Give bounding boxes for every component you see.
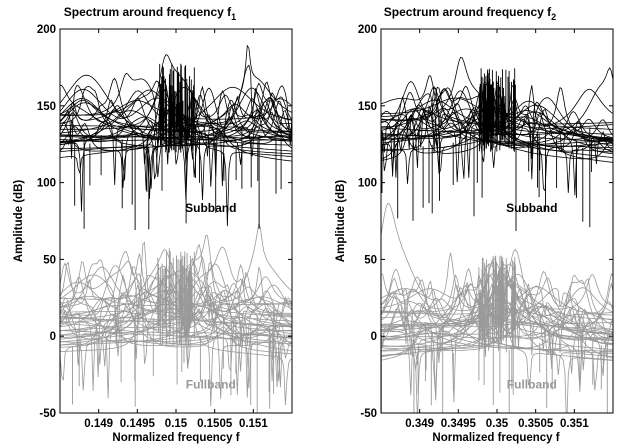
spike-cluster-fullband (381, 255, 608, 413)
y-tick-label: 150 (358, 101, 377, 113)
annotation-subband: Subband (506, 201, 557, 215)
series-line-fullband (381, 260, 613, 321)
y-tick-label: -50 (39, 408, 56, 420)
series-line-fullband (381, 291, 613, 398)
chart-title: Spectrum around frequency f1 (64, 5, 236, 22)
series-line-fullband (381, 258, 613, 335)
series-line-fullband (60, 266, 292, 388)
x-axis-label: Normalized frequency f (432, 432, 559, 444)
series-line-fullband (381, 294, 613, 413)
series-line-fullband (381, 263, 613, 371)
x-tick-label: 0.1495 (120, 418, 156, 430)
chart-panel-f1: Spectrum around frequency f1 0.149 0.1495… (13, 5, 293, 444)
series-line-fullband (381, 305, 613, 371)
annotation-subband: Subband (185, 201, 236, 215)
y-tick-label: 150 (37, 101, 56, 113)
x-axis-label: Normalized frequency f (112, 432, 239, 444)
x-tick-label: 0.15 (165, 418, 188, 430)
chart-panel-f2: Spectrum around frequency f2 0.349 0.3495… (335, 5, 614, 444)
series-line-fullband (381, 274, 613, 403)
series-line-fullband (60, 317, 292, 399)
y-axis-label: Amplitude (dB) (13, 180, 25, 263)
spike-cluster-fullband (72, 248, 275, 413)
spike-cluster-subband (74, 63, 282, 230)
x-tick-label: 0.151 (239, 418, 268, 430)
series-line-fullband (381, 285, 613, 330)
series-line-fullband (381, 288, 613, 391)
series-line-fullband (381, 279, 613, 353)
series-line-fullband (381, 278, 613, 392)
series-line-fullband (60, 298, 292, 368)
series-line-fullband (381, 203, 613, 376)
y-tick-label: 50 (364, 254, 377, 266)
x-tick-label: 0.149 (84, 418, 113, 430)
series-line-fullband (60, 286, 292, 372)
y-tick-label: 100 (358, 178, 377, 190)
y-tick-label: 0 (371, 331, 377, 343)
x-tick-label: 0.349 (405, 418, 434, 430)
spike-cluster-subband (381, 68, 592, 231)
x-tick-label: 0.35 (486, 418, 509, 430)
annotation-fullband: Fullband (186, 377, 236, 391)
x-tick-label: 0.1505 (197, 418, 233, 430)
y-tick-label: 50 (43, 254, 56, 266)
y-tick-label: 0 (50, 331, 56, 343)
y-tick-label: -50 (360, 408, 377, 420)
series-line-fullband (381, 297, 613, 349)
y-axis-label: Amplitude (dB) (335, 180, 347, 263)
x-tick-label: 0.3505 (518, 418, 554, 430)
series-line-fullband (381, 273, 613, 353)
series-line-fullband (381, 270, 613, 354)
series-line-fullband (381, 252, 613, 368)
chart-title: Spectrum around frequency f2 (384, 5, 556, 22)
series-line-fullband (381, 279, 613, 354)
y-tick-label: 200 (358, 24, 377, 36)
series-line-fullband (60, 297, 292, 406)
series-line-fullband (381, 248, 613, 356)
series-line-fullband (60, 284, 292, 364)
annotation-fullband: Fullband (507, 377, 557, 391)
series-line-fullband (381, 297, 613, 383)
y-tick-label: 100 (37, 178, 56, 190)
x-tick-label: 0.351 (560, 418, 589, 430)
series-line-fullband (381, 304, 613, 386)
x-tick-label: 0.3495 (441, 418, 477, 430)
y-tick-label: 200 (37, 24, 56, 36)
series-line-fullband (381, 264, 613, 348)
series-line-fullband (381, 268, 613, 355)
series-line-subband (60, 53, 292, 181)
series-line-fullband (60, 296, 292, 347)
